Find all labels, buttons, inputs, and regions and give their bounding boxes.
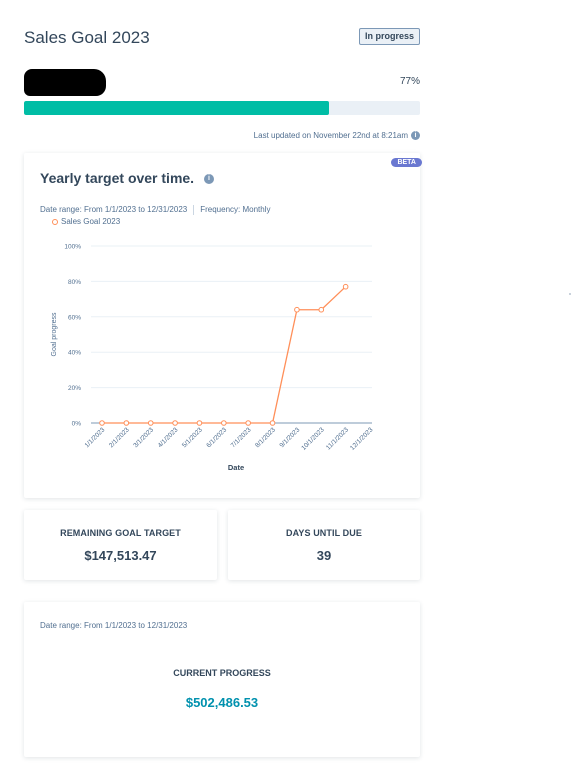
y-tick-label: 60%	[68, 314, 81, 321]
data-point	[123, 420, 130, 426]
current-progress-label: CURRENT PROGRESS	[173, 668, 271, 678]
series-line	[102, 286, 347, 424]
goal-progress-line-chart: 0% 20% 40% 60% 80% 100% Goal progress 1/1/2023 2…	[51, 244, 375, 473]
data-point	[269, 420, 276, 426]
x-tick-label: 8/1/2023	[254, 426, 277, 449]
data-point	[318, 306, 325, 313]
days-until-due-value: 39	[316, 548, 332, 563]
redacted-owner-name	[24, 69, 106, 96]
goal-progress-bar	[24, 101, 420, 115]
y-tick-label: 20%	[68, 385, 81, 392]
data-point	[147, 420, 154, 426]
x-tick-label: 7/1/2023	[230, 426, 253, 449]
yearly-target-chart-card: BETA Yearly target over time. i Date ran…	[24, 153, 422, 498]
x-tick-label: 6/1/2023	[205, 426, 228, 449]
progress-percent: 77%	[399, 76, 420, 87]
chart-frequency: Frequency: Monthly	[200, 205, 271, 215]
x-tick-label: 9/1/2023	[278, 426, 301, 449]
y-axis-label: Goal progress	[51, 312, 58, 356]
x-tick-label: 3/1/2023	[132, 426, 155, 449]
data-point	[99, 420, 105, 426]
current-date-range: Date range: From 1/1/2023 to 12/31/2023	[40, 621, 188, 630]
scroll-indicator-dot	[569, 293, 571, 295]
beta-badge: BETA	[391, 158, 422, 167]
meta-divider	[193, 205, 195, 215]
current-progress-value: $502,486.53	[185, 695, 259, 710]
legend-label: Sales Goal 2023	[61, 217, 121, 226]
remaining-goal-label: REMAINING GOAL TARGET	[60, 528, 181, 538]
x-axis-label: Date	[228, 463, 244, 472]
current-progress-card: Date range: From 1/1/2023 to 12/31/2023 …	[24, 602, 420, 757]
y-tick-label: 0%	[72, 421, 82, 428]
info-icon[interactable]: i	[411, 131, 420, 140]
x-tick-label: 5/1/2023	[181, 426, 204, 449]
remaining-goal-card: REMAINING GOAL TARGET $147,513.47	[24, 510, 217, 580]
y-tick-label: 40%	[68, 350, 81, 357]
x-tick-label: 4/1/2023	[157, 426, 180, 449]
x-tick-label: 12/1/2023	[349, 426, 375, 452]
y-tick-label: 100%	[64, 244, 81, 251]
legend-marker-icon	[52, 219, 58, 225]
remaining-goal-value: $147,513.47	[84, 548, 157, 563]
x-tick-label: 2/1/2023	[108, 426, 131, 449]
chart-info-icon[interactable]: i	[204, 174, 214, 184]
page-title: Sales Goal 2023	[24, 28, 150, 47]
data-point	[221, 420, 227, 426]
data-point	[196, 420, 203, 426]
goal-progress-fill	[24, 101, 329, 115]
chart-legend[interactable]: Sales Goal 2023	[51, 217, 120, 226]
data-point	[172, 420, 178, 426]
data-point	[245, 420, 251, 426]
data-point	[342, 283, 349, 290]
x-tick-label: 11/1/2023	[325, 426, 350, 451]
y-tick-label: 80%	[68, 279, 81, 286]
days-until-due-label: DAYS UNTIL DUE	[286, 528, 362, 538]
chart-meta: Date range: From 1/1/2023 to 12/31/2023 F…	[40, 205, 270, 215]
days-until-due-card: DAYS UNTIL DUE 39	[228, 510, 420, 580]
status-badge: In progress	[359, 28, 420, 45]
x-tick-label: 1/1/2023	[84, 426, 107, 449]
data-point	[294, 306, 300, 313]
chart-date-range: Date range: From 1/1/2023 to 12/31/2023	[40, 205, 188, 215]
last-updated-text: Last updated on November 22nd at 8:21am	[253, 131, 408, 140]
x-tick-label: 10/1/2023	[300, 426, 326, 452]
chart-title: Yearly target over time.	[40, 170, 195, 186]
